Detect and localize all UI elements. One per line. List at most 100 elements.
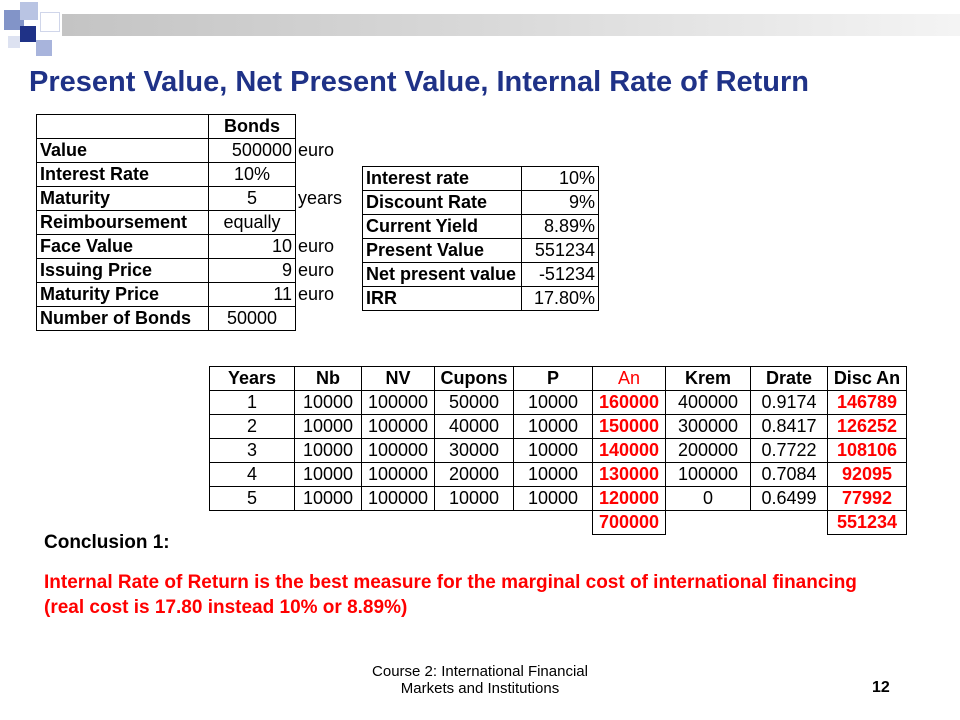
row-value: 9 [208,258,296,283]
table-row: 1 10000 100000 50000 10000 160000 400000… [209,390,907,415]
row-unit [296,307,358,331]
decorative-square [20,26,36,42]
row-label: Discount Rate [362,190,522,215]
row-value: 17.80% [521,286,599,311]
bonds-table: Bonds Value 500000 euro Interest Rate 10… [36,114,358,331]
row-label: Reimboursement [36,210,209,235]
column-header: NV [361,366,435,391]
table-cell: 10000 [513,438,593,463]
table-row: Interest rate 10% [362,166,599,191]
column-header: An [592,366,666,391]
table-row: Number of Bonds 50000 [36,306,358,331]
row-label: Present Value [362,238,522,263]
row-label: Interest rate [362,166,522,191]
table-cell: 30000 [434,438,514,463]
table-cell: 10000 [513,486,593,511]
schedule-table: Years Nb NV Cupons P An Krem Drate Disc … [209,366,907,535]
row-label: Current Yield [362,214,522,239]
row-label: Number of Bonds [36,306,209,331]
table-cell [435,511,514,535]
table-cell [514,511,593,535]
row-value: 10% [521,166,599,191]
table-cell: 200000 [665,438,751,463]
row-unit [296,163,358,187]
table-cell: 2 [209,414,295,439]
table-cell: 100000 [361,486,435,511]
row-unit: euro [298,236,335,256]
page-number: 12 [872,679,890,696]
table-cell: 0 [665,486,751,511]
table-cell [666,511,751,535]
row-value: 11 [208,282,296,307]
table-row: Reimboursement equally [36,210,358,235]
table-cell: 4 [209,462,295,487]
table-row: 4 10000 100000 20000 10000 130000 100000… [209,462,907,487]
table-row: Bonds [36,114,358,139]
row-label: Interest Rate [36,162,209,187]
row-value: 9% [521,190,599,215]
row-label: Maturity [36,186,209,211]
table-cell: 100000 [361,438,435,463]
footer-line: Course 2: International Financial [372,663,588,680]
table-cell: 10000 [513,390,593,415]
table-row: 3 10000 100000 30000 10000 140000 200000… [209,438,907,463]
column-header: Years [209,366,295,391]
table-cell: 50000 [434,390,514,415]
table-cell: 20000 [434,462,514,487]
table-row: 5 10000 100000 10000 10000 120000 0 0.64… [209,486,907,511]
table-cell: 3 [209,438,295,463]
table-cell: 10000 [513,414,593,439]
table-row: Issuing Price 9 euro [36,258,358,283]
slide-footer: Course 2: International Financial Market… [300,663,660,697]
table-cell: 120000 [592,486,666,511]
column-header: Nb [294,366,362,391]
table-row: IRR 17.80% [362,286,599,311]
row-value: 10 [208,234,296,259]
table-cell: 100000 [665,462,751,487]
table-cell: 140000 [592,438,666,463]
table-cell: 100000 [361,462,435,487]
table-cell: 126252 [827,414,907,439]
decorative-square [4,10,24,30]
conclusion-heading: Conclusion 1: [44,532,170,553]
column-header: Cupons [434,366,514,391]
table-cell: 300000 [665,414,751,439]
column-header: Drate [750,366,828,391]
row-label: Net present value [362,262,522,287]
row-unit: euro [298,140,335,160]
table-cell: 160000 [592,390,666,415]
row-unit: years [298,188,343,208]
footer-line: Markets and Institutions [400,680,560,697]
decorative-square [8,36,20,48]
table-cell: 0.8417 [750,414,828,439]
decorative-square [40,12,60,32]
table-row: Current Yield 8.89% [362,214,599,239]
table-row: Maturity Price 11 euro [36,282,358,307]
row-unit [296,211,358,235]
table-cell [295,511,362,535]
table-cell: 150000 [592,414,666,439]
table-row: Face Value 10 euro [36,234,358,259]
table-cell: 10000 [294,390,362,415]
table-header-row: Years Nb NV Cupons P An Krem Drate Disc … [209,366,907,391]
column-header: Krem [665,366,751,391]
table-row: Discount Rate 9% [362,190,599,215]
table-cell: 0.7722 [750,438,828,463]
table-row: Net present value -51234 [362,262,599,287]
table-cell: 10000 [294,438,362,463]
table-cell [296,115,358,139]
table-totals-row: 700000 551234 [210,510,907,535]
table-cell [210,511,295,535]
row-value: 50000 [208,306,296,331]
table-cell: 92095 [827,462,907,487]
table-row: Interest Rate 10% [36,162,358,187]
column-header: P [513,366,593,391]
table-cell: 0.7084 [750,462,828,487]
table-cell: 0.6499 [750,486,828,511]
table-cell: 130000 [592,462,666,487]
table-cell: 40000 [434,414,514,439]
row-value: 8.89% [521,214,599,239]
table-cell: 10000 [294,462,362,487]
table-cell: 10000 [294,414,362,439]
row-value: 500000 [208,138,296,163]
